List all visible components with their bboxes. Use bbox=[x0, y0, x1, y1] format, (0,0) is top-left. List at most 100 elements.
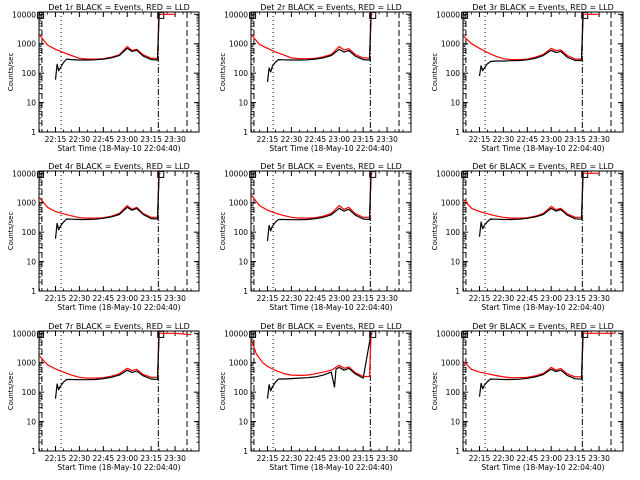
x-axis-label: Start Time (18-May-10 22:04:40) bbox=[57, 463, 180, 472]
y-tick-label: 10000 bbox=[436, 169, 460, 178]
y-axis-label: Counts/sec bbox=[219, 212, 227, 251]
chart-panel-1: 1 10 100 1000 10000 22:15 22:30 22:45 23:00 23:15… bbox=[7, 3, 200, 153]
series-line-lld bbox=[251, 13, 373, 60]
series-line-events bbox=[478, 14, 584, 77]
x-tick-label: 22:30 bbox=[281, 454, 303, 463]
x-tick-label: 22:30 bbox=[493, 454, 515, 463]
y-tick-label: 10000 bbox=[12, 329, 36, 338]
marker-square bbox=[37, 11, 45, 19]
y-tick-label: 10 bbox=[238, 418, 248, 427]
series-line-events bbox=[54, 333, 160, 399]
marker-square bbox=[581, 170, 589, 178]
plot-frame bbox=[38, 11, 200, 133]
y-tick-label: 100 bbox=[234, 388, 249, 397]
marker-square bbox=[37, 330, 45, 338]
marker-square bbox=[37, 170, 45, 178]
x-tick-label: 22:15 bbox=[469, 454, 491, 463]
y-tick-label: 10000 bbox=[436, 10, 460, 19]
y-tick-label: 100 bbox=[22, 388, 37, 397]
y-axis-label: Counts/sec bbox=[431, 372, 439, 411]
plot-frame bbox=[462, 170, 624, 292]
series-line-lld bbox=[250, 332, 373, 378]
series-line-lld bbox=[463, 172, 600, 219]
x-tick-label: 22:15 bbox=[469, 135, 491, 144]
x-tick-label: 22:30 bbox=[69, 135, 91, 144]
x-tick-label: 23:15 bbox=[140, 454, 162, 463]
x-tick-label: 23:15 bbox=[352, 454, 374, 463]
y-tick-label: 1 bbox=[243, 447, 248, 456]
y-tick-label: 1000 bbox=[229, 40, 248, 49]
chart-title: Det 8r BLACK = Events, RED = LLD bbox=[260, 322, 402, 331]
marker-square bbox=[249, 330, 257, 338]
marker-square bbox=[369, 330, 377, 338]
y-tick-label: 10 bbox=[450, 258, 460, 267]
x-tick-label: 23:30 bbox=[588, 135, 610, 144]
series-line-events bbox=[54, 173, 160, 239]
x-tick-label: 22:45 bbox=[93, 135, 115, 144]
x-axis-label: Start Time (18-May-10 22:04:40) bbox=[269, 463, 392, 472]
x-tick-label: 23:00 bbox=[116, 135, 138, 144]
y-tick-label: 1000 bbox=[441, 199, 460, 208]
y-axis-label: Counts/sec bbox=[219, 372, 227, 411]
series-line-events bbox=[266, 14, 372, 83]
x-tick-label: 22:15 bbox=[257, 294, 279, 303]
y-axis-label: Counts/sec bbox=[431, 212, 439, 251]
plot-frame bbox=[462, 11, 624, 133]
series-line-lld bbox=[463, 13, 600, 61]
marker-square bbox=[581, 330, 589, 338]
y-tick-label: 1 bbox=[455, 287, 460, 296]
x-tick-label: 23:30 bbox=[164, 454, 186, 463]
chart-title: Det 9r BLACK = Events, RED = LLD bbox=[472, 322, 614, 331]
y-tick-label: 100 bbox=[22, 228, 37, 237]
x-tick-label: 22:45 bbox=[517, 135, 539, 144]
x-tick-label: 23:00 bbox=[328, 135, 350, 144]
x-axis-label: Start Time (18-May-10 22:04:40) bbox=[481, 144, 604, 153]
y-tick-label: 1000 bbox=[229, 199, 248, 208]
chart-panel-3: 1 10 100 1000 10000 22:15 22:30 22:45 23:00 23:15… bbox=[431, 3, 624, 153]
y-tick-label: 100 bbox=[234, 228, 249, 237]
x-axis-label: Start Time (18-May-10 22:04:40) bbox=[57, 144, 180, 153]
x-tick-label: 22:15 bbox=[469, 294, 491, 303]
y-tick-label: 1000 bbox=[17, 199, 36, 208]
series-line-lld bbox=[251, 172, 373, 219]
x-axis-label: Start Time (18-May-10 22:04:40) bbox=[269, 144, 392, 153]
marker-square bbox=[249, 11, 257, 19]
x-tick-label: 23:30 bbox=[376, 135, 398, 144]
y-axis-label: Counts/sec bbox=[219, 53, 227, 92]
x-tick-label: 23:15 bbox=[564, 135, 586, 144]
chart-panel-8: 1 10 100 1000 10000 22:15 22:30 22:45 23:00 23:15… bbox=[219, 322, 412, 472]
x-tick-label: 22:15 bbox=[45, 294, 67, 303]
x-tick-label: 22:45 bbox=[305, 454, 327, 463]
x-tick-label: 23:00 bbox=[328, 454, 350, 463]
plot-frame bbox=[462, 330, 624, 452]
series-line-lld bbox=[39, 172, 161, 219]
x-tick-label: 23:00 bbox=[540, 454, 562, 463]
x-tick-label: 23:15 bbox=[564, 454, 586, 463]
plot-frame bbox=[250, 170, 412, 292]
y-axis-label: Counts/sec bbox=[431, 53, 439, 92]
x-tick-label: 23:00 bbox=[540, 135, 562, 144]
chart-panel-4: 1 10 100 1000 10000 22:15 22:30 22:45 23:00 23:15… bbox=[7, 162, 200, 312]
y-axis-label: Counts/sec bbox=[7, 53, 15, 92]
x-tick-label: 22:15 bbox=[257, 135, 279, 144]
y-tick-label: 10 bbox=[450, 99, 460, 108]
y-tick-label: 1 bbox=[455, 128, 460, 137]
y-tick-label: 1000 bbox=[17, 40, 36, 49]
y-tick-label: 1000 bbox=[441, 40, 460, 49]
y-tick-label: 100 bbox=[446, 228, 461, 237]
series-line-lld bbox=[39, 13, 176, 60]
x-axis-label: Start Time (18-May-10 22:04:40) bbox=[481, 463, 604, 472]
y-tick-label: 1 bbox=[31, 287, 36, 296]
y-tick-label: 100 bbox=[22, 69, 37, 78]
marker-square bbox=[249, 170, 257, 178]
y-tick-label: 1000 bbox=[17, 359, 36, 368]
chart-title: Det 2r BLACK = Events, RED = LLD bbox=[260, 3, 402, 12]
y-tick-label: 10000 bbox=[12, 10, 36, 19]
y-axis-label: Counts/sec bbox=[7, 212, 15, 251]
y-tick-label: 10 bbox=[26, 258, 36, 267]
chart-panel-9: 1 10 100 1000 10000 22:15 22:30 22:45 23:00 23:15… bbox=[431, 322, 624, 472]
x-tick-label: 22:30 bbox=[281, 135, 303, 144]
x-tick-label: 22:45 bbox=[517, 294, 539, 303]
x-axis-label: Start Time (18-May-10 22:04:40) bbox=[269, 303, 392, 312]
